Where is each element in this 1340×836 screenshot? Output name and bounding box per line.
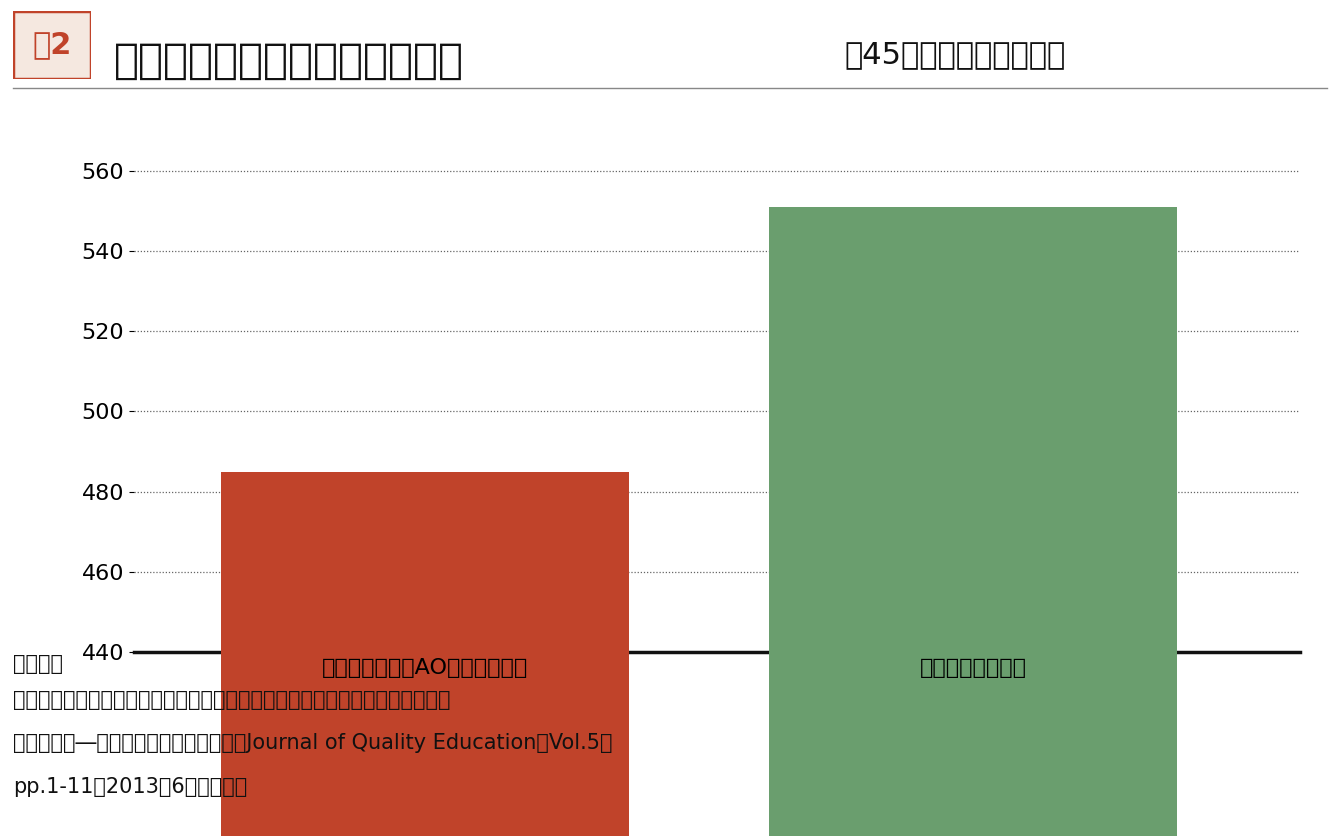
Text: pp.1-11、2013年6月より作成: pp.1-11、2013年6月より作成: [13, 777, 248, 797]
FancyBboxPatch shape: [13, 11, 91, 79]
Text: 入試タイプで大きく変わる年収: 入試タイプで大きく変わる年収: [114, 40, 464, 82]
Text: 出所：浦坂純子、西村和雄、平田純一、八木匚「大学入試制度の多様化に関す: 出所：浦坂純子、西村和雄、平田純一、八木匚「大学入試制度の多様化に関す: [13, 690, 450, 710]
Text: 学力考査なし（AO・推薦）入試: 学力考査なし（AO・推薦）入試: [323, 658, 528, 678]
Text: （万円）: （万円）: [13, 654, 63, 674]
Bar: [221, 472, 630, 836]
Text: 図2: 図2: [32, 31, 72, 59]
Text: （45歳以下男子就業者）: （45歳以下男子就業者）: [844, 40, 1065, 69]
Text: る比較分析―労働市場における評価」、Journal of Quality Education、Vol.5、: る比較分析―労働市場における評価」、Journal of Quality Edu…: [13, 733, 612, 753]
Text: 学力考査あり入試: 学力考査あり入試: [919, 658, 1026, 678]
Bar: [769, 206, 1178, 836]
